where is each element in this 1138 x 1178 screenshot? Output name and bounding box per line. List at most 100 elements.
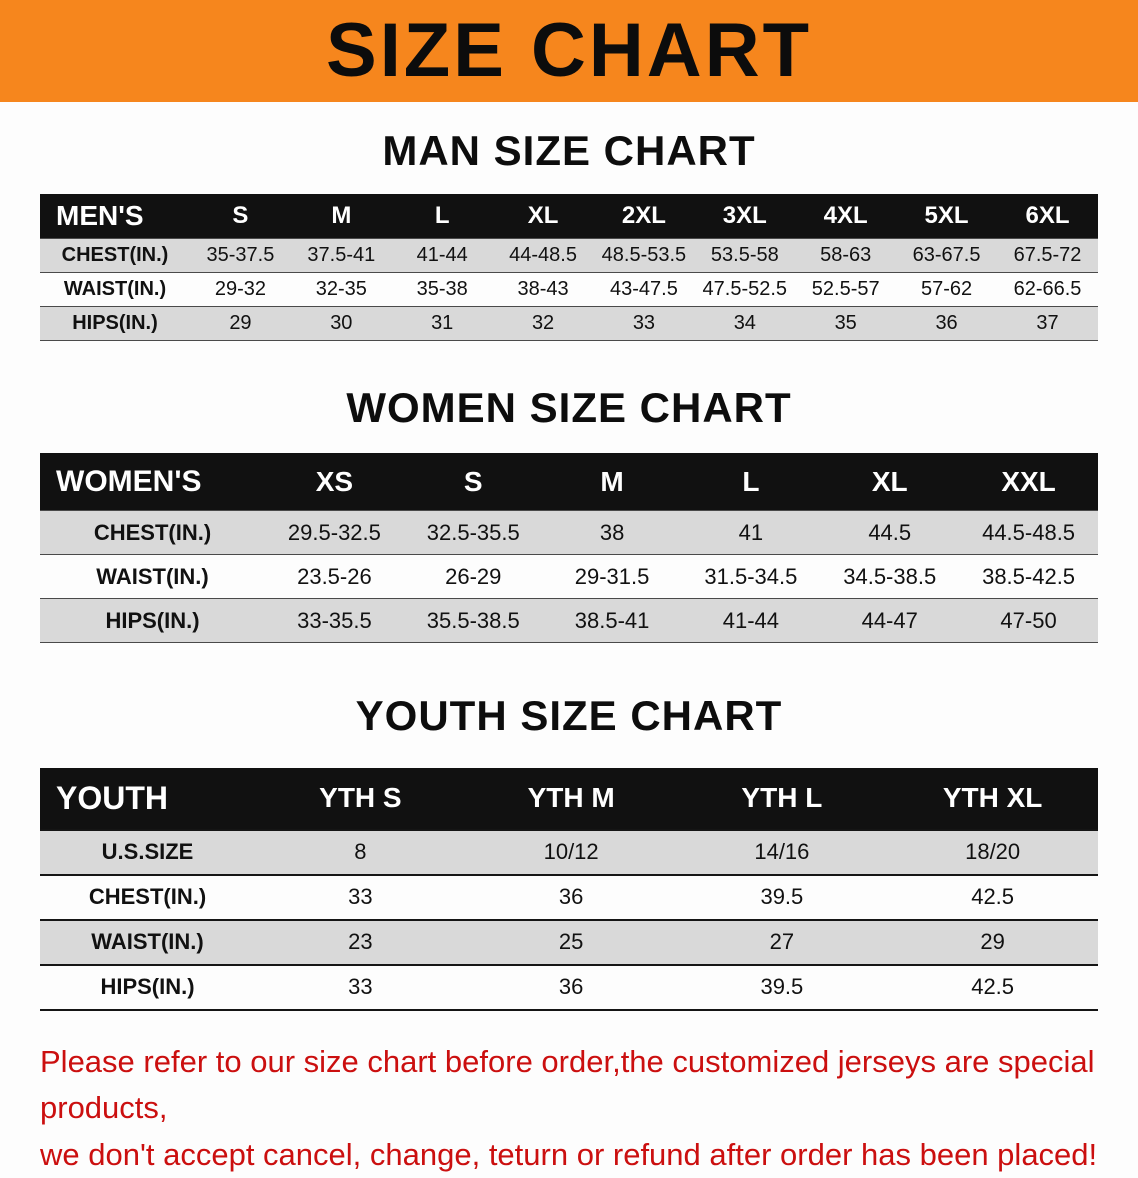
table-row: WAIST(IN.) 23.5-26 26-29 29-31.5 31.5-34… bbox=[40, 554, 1098, 599]
size-value: 8 bbox=[354, 839, 367, 865]
column-header: 5XL bbox=[896, 194, 997, 239]
size-value: 32.5-35.5 bbox=[426, 519, 520, 545]
size-value: 26-29 bbox=[445, 563, 502, 589]
column-header: XS bbox=[265, 452, 404, 511]
size-value: 38-43 bbox=[517, 277, 569, 300]
column-header: S bbox=[190, 194, 291, 239]
size-value: 43-47.5 bbox=[610, 277, 678, 300]
column-header: YTH L bbox=[676, 767, 888, 830]
table-header-row: MEN'S S M L XL 2XL 3XL 4XL 5XL 6XL bbox=[40, 194, 1098, 239]
row-label: WAIST(IN.) bbox=[96, 563, 209, 589]
page-title: SIZE CHART bbox=[326, 8, 812, 93]
size-value: 31 bbox=[431, 311, 454, 334]
table-header-row: WOMEN'S XS S M L XL XXL bbox=[40, 452, 1098, 511]
size-value: 10/12 bbox=[543, 839, 599, 865]
size-value: 44.5 bbox=[868, 519, 912, 545]
column-header: M bbox=[542, 452, 682, 511]
size-value: 39.5 bbox=[760, 884, 804, 910]
column-header: M bbox=[290, 194, 392, 239]
column-header: L bbox=[681, 452, 821, 511]
men-size-table: MEN'S S M L XL 2XL 3XL 4XL 5XL 6XL CHEST… bbox=[40, 194, 1098, 341]
column-header: YTH S bbox=[255, 767, 466, 830]
size-value: 27 bbox=[769, 929, 795, 955]
size-value: 29-32 bbox=[214, 277, 267, 300]
column-header: YTH XL bbox=[887, 767, 1098, 830]
women-size-table: WOMEN'S XS S M L XL XXL CHEST(IN.) 29.5-… bbox=[40, 452, 1098, 644]
size-value: 31.5-34.5 bbox=[704, 563, 798, 589]
size-value: 44-47 bbox=[861, 607, 918, 633]
column-header: S bbox=[403, 452, 543, 511]
size-value: 42.5 bbox=[971, 974, 1015, 1000]
size-value: 32 bbox=[531, 311, 555, 334]
size-value: 33 bbox=[348, 974, 373, 1000]
column-header: 3XL bbox=[694, 194, 796, 239]
size-value: 62-66.5 bbox=[1013, 277, 1082, 300]
table-row: CHEST(IN.) 35-37.5 37.5-41 41-44 44-48.5… bbox=[40, 238, 1098, 273]
table-row: CHEST(IN.) 29.5-32.5 32.5-35.5 38 41 44.… bbox=[40, 510, 1098, 555]
size-value: 14/16 bbox=[754, 839, 810, 865]
size-value: 44-48.5 bbox=[509, 243, 577, 266]
size-value: 34 bbox=[733, 311, 756, 334]
disclaimer-line-1: Please refer to our size chart before or… bbox=[40, 1043, 1095, 1126]
size-value: 23.5-26 bbox=[297, 563, 372, 589]
table-row: WAIST(IN.) 29-32 32-35 35-38 38-43 43-47… bbox=[40, 272, 1098, 307]
row-label: HIPS(IN.) bbox=[100, 974, 195, 1000]
row-label: U.S.SIZE bbox=[101, 839, 194, 865]
size-value: 47.5-52.5 bbox=[702, 277, 788, 300]
size-value: 36 bbox=[558, 974, 584, 1000]
size-value: 36 bbox=[935, 311, 958, 334]
size-chart-banner: SIZE CHART bbox=[0, 0, 1138, 102]
youth-section-heading: YOUTH SIZE CHART bbox=[355, 692, 783, 740]
size-value: 29.5-32.5 bbox=[287, 519, 381, 545]
row-label: CHEST(IN.) bbox=[88, 884, 207, 910]
size-value: 42.5 bbox=[971, 884, 1015, 910]
row-label: HIPS(IN.) bbox=[72, 311, 158, 334]
column-header: L bbox=[391, 194, 493, 239]
table-row: HIPS(IN.) 33 36 39.5 42.5 bbox=[40, 964, 1098, 1010]
table-corner-label: YOUTH bbox=[40, 767, 255, 830]
size-value: 37 bbox=[1036, 311, 1059, 334]
size-value: 67.5-72 bbox=[1013, 243, 1082, 266]
size-value: 53.5-58 bbox=[710, 243, 779, 266]
size-value: 23 bbox=[348, 929, 373, 955]
table-row: WAIST(IN.) 23 25 27 29 bbox=[40, 919, 1098, 965]
youth-size-table: YOUTH YTH S YTH M YTH L YTH XL U.S.SIZE … bbox=[40, 767, 1098, 1011]
man-section-heading: MAN SIZE CHART bbox=[382, 127, 756, 174]
column-header: 6XL bbox=[997, 194, 1098, 239]
women-section-heading: WOMEN SIZE CHART bbox=[346, 383, 792, 431]
size-value: 41-44 bbox=[722, 607, 780, 633]
row-label: CHEST(IN.) bbox=[93, 519, 212, 545]
size-value: 33 bbox=[348, 884, 373, 910]
size-value: 35-38 bbox=[416, 277, 468, 300]
table-corner-label: MEN'S bbox=[40, 194, 190, 239]
size-value: 38.5-42.5 bbox=[982, 563, 1076, 589]
size-value: 38.5-41 bbox=[574, 607, 650, 633]
disclaimer-line-2: we don't accept cancel, change, teturn o… bbox=[40, 1136, 1098, 1172]
table-corner-label: WOMEN'S bbox=[40, 452, 265, 511]
column-header: XL bbox=[820, 452, 960, 511]
table-row: CHEST(IN.) 33 36 39.5 42.5 bbox=[40, 874, 1098, 920]
size-value: 44.5-48.5 bbox=[982, 519, 1076, 545]
size-value: 35 bbox=[834, 311, 857, 334]
size-value: 47-50 bbox=[1000, 607, 1057, 633]
size-value: 32-35 bbox=[315, 277, 367, 300]
size-value: 33 bbox=[632, 311, 656, 334]
size-value: 35-37.5 bbox=[206, 243, 275, 266]
row-label: HIPS(IN.) bbox=[105, 607, 200, 633]
size-value: 48.5-53.5 bbox=[601, 243, 687, 266]
size-value: 29 bbox=[980, 929, 1005, 955]
size-value: 29-31.5 bbox=[574, 563, 650, 589]
column-header: XL bbox=[492, 194, 594, 239]
size-value: 52.5-57 bbox=[811, 277, 880, 300]
row-label: WAIST(IN.) bbox=[91, 929, 204, 955]
size-value: 30 bbox=[330, 311, 353, 334]
row-label: CHEST(IN.) bbox=[61, 243, 169, 266]
size-value: 57-62 bbox=[920, 277, 973, 300]
size-value: 63-67.5 bbox=[912, 243, 981, 266]
size-value: 38 bbox=[599, 519, 625, 545]
table-header-row: YOUTH YTH S YTH M YTH L YTH XL bbox=[40, 767, 1098, 830]
size-value: 41 bbox=[738, 519, 764, 545]
column-header: YTH M bbox=[465, 767, 677, 830]
size-value: 39.5 bbox=[760, 974, 804, 1000]
size-value: 36 bbox=[558, 884, 584, 910]
